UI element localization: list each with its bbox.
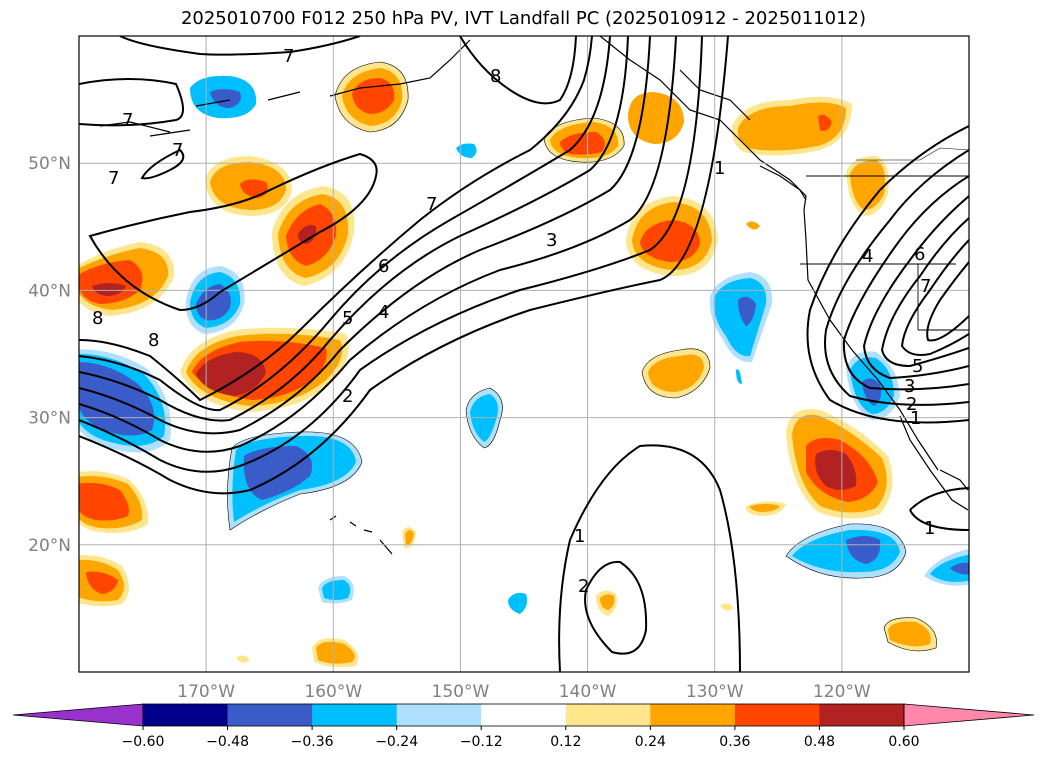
anomaly-positive-48n-170w bbox=[205, 156, 292, 216]
lon-tick-label: 170°W bbox=[177, 682, 235, 702]
contour-label: 1 bbox=[924, 518, 935, 539]
lat-tick-label: 50°N bbox=[28, 154, 71, 174]
colorbar-segment bbox=[565, 704, 651, 726]
anomaly-positive-51n-139w bbox=[544, 118, 625, 163]
colorbar-segment bbox=[481, 704, 567, 726]
colorbar-tick-label: −0.24 bbox=[375, 734, 418, 750]
colorbar-segment bbox=[819, 704, 905, 726]
colorbar-tick-label: −0.36 bbox=[291, 734, 334, 750]
contour-label: 7 bbox=[920, 276, 931, 297]
colorbar-tick-label: 0.60 bbox=[888, 734, 919, 750]
contour-label: 4 bbox=[862, 246, 873, 267]
map-gridlines bbox=[79, 36, 969, 672]
anomaly-negative-39n-170w bbox=[185, 266, 245, 334]
anomaly-positive-25n-120w bbox=[786, 408, 893, 519]
contour-label: 3 bbox=[904, 376, 915, 397]
colorbar: −0.60 −0.48 −0.36 −0.24 −0.12 0.12 0.24 0.36 0.4… bbox=[12, 703, 1035, 750]
contour-label: 3 bbox=[546, 230, 557, 251]
anomaly-positive-12n-157w bbox=[312, 638, 359, 668]
lon-tick-label: 160°W bbox=[304, 682, 362, 702]
colorbar-tick-label: −0.60 bbox=[122, 734, 165, 750]
contour-label: 2 bbox=[342, 386, 353, 407]
contour-label: 7 bbox=[108, 168, 119, 189]
colorbar-extend-min bbox=[12, 703, 144, 727]
contour-label: 7 bbox=[172, 140, 183, 161]
chart-title: 2025010700 F012 250 hPa PV, IVT Landfall… bbox=[180, 8, 867, 29]
lat-tick-label: 20°N bbox=[28, 536, 71, 556]
contour-label-layer: 7 7 7 7 8 8 8 7 6 5 4 3 2 1 1 2 1 6 5 4 … bbox=[92, 46, 935, 597]
contour-label: 5 bbox=[912, 356, 923, 377]
lat-tick-label: 40°N bbox=[28, 281, 71, 301]
anomaly-negative-26n-165w bbox=[227, 431, 362, 530]
colorbar-tick-label: 0.36 bbox=[719, 734, 750, 750]
colorbar-segment bbox=[227, 704, 313, 726]
lon-tick-label: 120°W bbox=[813, 682, 871, 702]
anomaly-negative-se-corner bbox=[924, 548, 969, 586]
map-frame bbox=[78, 35, 970, 673]
longitude-tick-labels: 170°W 160°W 150°W 140°W 130°W 120°W bbox=[177, 682, 871, 702]
contour-label: 7 bbox=[122, 110, 133, 131]
contour-label: 7 bbox=[283, 46, 294, 67]
anomaly-positive-24n-far-west bbox=[79, 471, 149, 533]
anomaly-positive-52n-122w bbox=[731, 96, 852, 156]
shading-outlines bbox=[227, 61, 937, 652]
contour-label: 8 bbox=[92, 308, 103, 329]
anomaly-negative-15n-145w bbox=[508, 592, 528, 614]
contour-label: 6 bbox=[914, 244, 925, 265]
contour-label: 6 bbox=[378, 256, 389, 277]
contour-label: 1 bbox=[910, 408, 921, 429]
colorbar-segment bbox=[312, 704, 398, 726]
latitude-tick-labels: 20°N 30°N 40°N 50°N bbox=[28, 154, 71, 556]
contour-label: 5 bbox=[342, 308, 353, 329]
contour-label: 8 bbox=[148, 330, 159, 351]
pv-contours bbox=[79, 36, 969, 672]
colorbar-tick-label: −0.12 bbox=[460, 734, 503, 750]
contour-label: 8 bbox=[490, 66, 501, 87]
anomaly-positive-small-cells bbox=[236, 527, 937, 663]
anomaly-positive-43n-133w bbox=[626, 196, 718, 276]
anomaly-positive-45n-127w bbox=[746, 221, 760, 230]
anomaly-positive-gulf-of-alaska bbox=[335, 62, 409, 132]
anomaly-negative-16n-157w bbox=[318, 576, 354, 604]
lon-tick-label: 130°W bbox=[686, 682, 744, 702]
colorbar-tick-label: −0.48 bbox=[206, 734, 249, 750]
anomaly-positive-16n-far-west bbox=[79, 555, 129, 607]
anomaly-negative-19n-120w bbox=[786, 523, 906, 579]
colorbar-tick-label: 0.24 bbox=[635, 734, 666, 750]
lon-tick-label: 140°W bbox=[559, 682, 617, 702]
anomaly-positive-34n-132w bbox=[642, 348, 710, 398]
colorbar-segment bbox=[396, 704, 482, 726]
colorbar-tick-label: 0.48 bbox=[804, 734, 835, 750]
colorbar-extend-max bbox=[903, 703, 1035, 727]
coastlines bbox=[99, 36, 969, 555]
anomaly-positive-23n-127w bbox=[745, 501, 786, 516]
contour-label: 7 bbox=[426, 194, 437, 215]
contour-label: 2 bbox=[578, 576, 589, 597]
colorbar-frame bbox=[142, 703, 905, 727]
contour-label: 2 bbox=[906, 394, 917, 415]
lon-tick-label: 150°W bbox=[432, 682, 490, 702]
anomaly-negative-51n-149w bbox=[456, 143, 477, 158]
contour-label: 1 bbox=[714, 158, 725, 179]
anomaly-positive-48n-118w bbox=[846, 156, 889, 216]
colorbar-tick-label: 0.12 bbox=[550, 734, 581, 750]
colorbar-segment bbox=[734, 704, 820, 726]
colorbar-segment bbox=[143, 704, 229, 726]
contour-label: 4 bbox=[378, 302, 389, 323]
colorbar-segment bbox=[650, 704, 736, 726]
anomaly-positive-far-west-40n bbox=[79, 242, 175, 316]
anomaly-negative-north-pacific bbox=[190, 75, 257, 119]
anomaly-negative-38n-126w bbox=[709, 272, 773, 384]
lat-tick-label: 30°N bbox=[28, 409, 71, 429]
contour-label: 1 bbox=[574, 526, 585, 547]
